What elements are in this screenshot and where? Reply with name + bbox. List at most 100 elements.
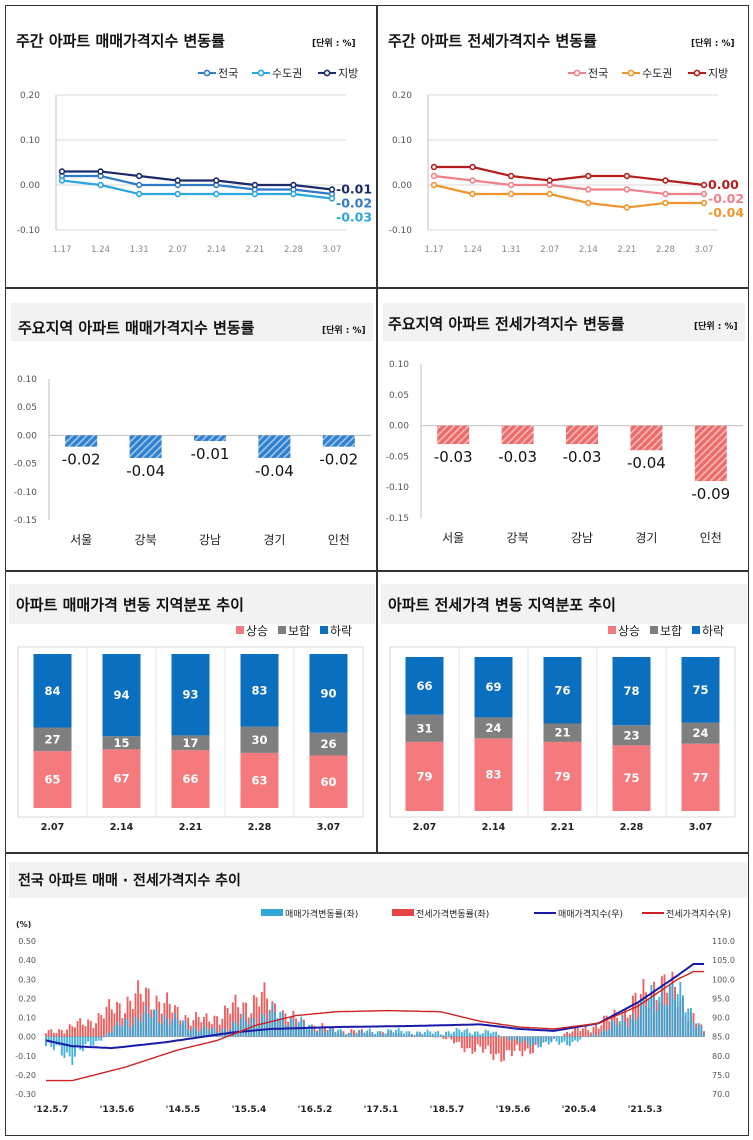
rate-bar	[197, 1032, 200, 1037]
unit-label: [단위 : %]	[312, 39, 356, 49]
rate-bar	[71, 1036, 74, 1065]
rate-bar	[334, 1031, 337, 1037]
rate-bar	[274, 1012, 276, 1037]
rate-bar	[434, 1031, 437, 1037]
end-value-label: 0.00	[708, 177, 739, 192]
rate-bar	[150, 1017, 153, 1037]
x-tick-label: 인천	[700, 530, 722, 545]
rate-bar	[531, 1036, 534, 1054]
rate-bar	[671, 982, 674, 1037]
rate-bar	[224, 1005, 226, 1037]
data-point	[585, 186, 592, 193]
segment-label: 83	[251, 683, 267, 697]
rate-bar	[63, 1036, 66, 1059]
data-point	[507, 190, 515, 198]
rate-bar	[600, 1031, 603, 1037]
title-bar	[381, 584, 747, 624]
rate-bar	[352, 1030, 355, 1037]
rate-bar	[579, 1031, 582, 1037]
rate-bar	[618, 1021, 621, 1037]
rate-bar	[187, 1017, 190, 1037]
rate-bar	[368, 1028, 371, 1037]
rate-bar	[155, 1009, 158, 1037]
rate-bar	[608, 1028, 611, 1037]
rate-bar	[381, 1034, 384, 1037]
rate-bar	[492, 1036, 495, 1061]
bar	[65, 435, 98, 447]
rate-bar	[331, 1028, 334, 1037]
x-tick-label: 2.07	[413, 822, 436, 833]
rate-bar	[239, 1018, 242, 1037]
x-tick-label: 2.21	[179, 822, 202, 833]
segment-label: 83	[485, 768, 501, 782]
rate-bar	[684, 1012, 687, 1037]
stack-segment	[309, 654, 348, 733]
rate-bar	[616, 1025, 619, 1037]
rate-bar	[84, 1036, 87, 1045]
data-point	[546, 190, 553, 198]
x-tick-label: 강남	[199, 533, 221, 547]
data-point	[469, 190, 476, 198]
legend-label: 수도권	[642, 67, 672, 80]
y-tick-label: 0.10	[18, 1014, 36, 1023]
legend-label: 보합	[660, 624, 682, 638]
x-tick-label: 1.31	[502, 245, 521, 255]
end-value-label: -0.04	[708, 205, 744, 220]
stack-segment	[681, 657, 720, 723]
rate-bar	[495, 1031, 498, 1037]
rate-bar	[79, 1018, 82, 1037]
data-point	[430, 163, 438, 171]
stack-segment	[102, 749, 141, 808]
rate-bar	[655, 1010, 658, 1037]
long-term-chart: (%) 0.50 0.40 0.30 0.20 0.10 0.00 -0.10 -0.20 -0.…	[15, 908, 735, 1115]
rate-bar	[55, 1032, 58, 1037]
rate-bar	[442, 1035, 445, 1037]
x-tick-label: 2.21	[245, 245, 264, 255]
segment-label: 67	[113, 772, 129, 786]
legend-swatch	[320, 626, 328, 634]
unit-label: [단위 : %]	[694, 322, 738, 332]
rate-bar	[226, 1008, 229, 1037]
rate-bar	[189, 1025, 192, 1037]
rate-bar	[321, 1028, 324, 1037]
rate-bar	[52, 1036, 55, 1051]
rate-bar	[492, 1031, 495, 1037]
rate-bar	[518, 1036, 521, 1052]
stack-segment	[612, 725, 651, 746]
rate-bar	[584, 1025, 587, 1037]
rate-bar	[226, 1032, 229, 1037]
rate-bar	[166, 992, 169, 1037]
stack-segment	[681, 743, 720, 811]
rate-bar	[534, 1036, 537, 1044]
rate-bar	[260, 1013, 263, 1037]
rate-bar	[324, 1032, 326, 1037]
stack-segment	[240, 726, 279, 753]
rate-bar	[516, 1036, 519, 1040]
x-tick-label: '15.5.4	[232, 1105, 267, 1115]
segment-label: 79	[416, 769, 432, 783]
x-tick-label: 3.07	[695, 245, 714, 255]
rate-bar	[613, 1021, 616, 1037]
rate-bar	[47, 1036, 50, 1043]
rate-bar	[271, 1003, 274, 1037]
data-point	[328, 195, 336, 202]
data-point	[174, 177, 181, 184]
stack-segment	[405, 657, 444, 715]
data-point	[700, 199, 708, 207]
y-tick-label: 0.00	[17, 431, 37, 441]
stack-segment	[102, 654, 141, 737]
stack-segment	[33, 727, 72, 752]
rate-bar	[650, 984, 653, 1037]
rate-bar	[255, 997, 258, 1037]
y-tick-label: 0.20	[392, 91, 412, 101]
data-label: -0.02	[62, 451, 101, 469]
rate-bar	[116, 1021, 119, 1037]
rate-bar	[450, 1033, 453, 1037]
data-point	[290, 190, 297, 198]
segment-label: 24	[692, 726, 708, 740]
rate-bar	[513, 1036, 516, 1051]
stack-segment	[543, 657, 582, 724]
x-tick-label: 2.14	[482, 822, 506, 833]
rate-bar	[660, 987, 663, 1037]
segment-label: 66	[182, 772, 198, 786]
